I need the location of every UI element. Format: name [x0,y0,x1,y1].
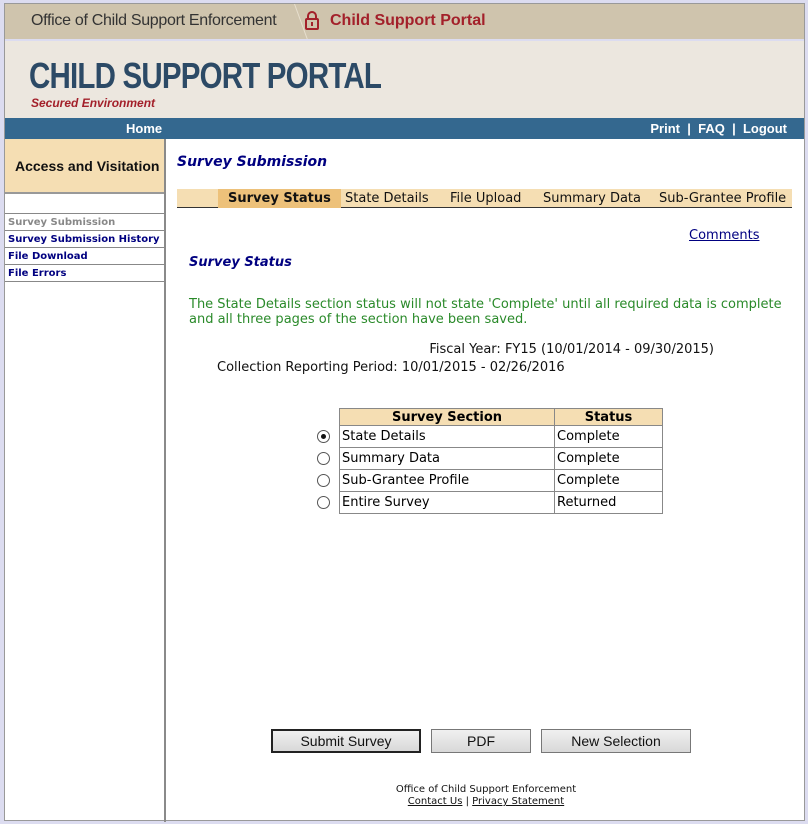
column-header: Survey Section [339,408,555,426]
separator: | [465,796,469,807]
table-row: State Details Complete [339,425,663,448]
sidebar-item-survey-submission[interactable]: Survey Submission [5,213,164,230]
section-radio-group [317,430,330,518]
pdf-button[interactable]: PDF [431,729,531,753]
nav-bar: Home Print | FAQ | Logout [5,118,804,139]
footer: Office of Child Support Enforcement Cont… [176,784,796,808]
section-cell: Summary Data [339,447,555,470]
tab-survey-status[interactable]: Survey Status [218,189,341,208]
radio-entire-survey[interactable] [317,496,330,509]
table-row: Entire Survey Returned [339,491,663,514]
column-header: Status [554,408,663,426]
portal-subtitle: Secured Environment [31,96,156,110]
period-label: Collection Reporting Period: [217,360,398,375]
footer-org: Office of Child Support Enforcement [395,784,577,795]
new-selection-button[interactable]: New Selection [541,729,691,753]
separator: | [732,121,736,136]
table-row: Sub-Grantee Profile Complete [339,469,663,492]
radio-sub-grantee-profile[interactable] [317,474,330,487]
tab-bar: Survey Status State Details File Upload … [177,189,792,208]
radio-summary-data[interactable] [317,452,330,465]
survey-status-table: Survey Section Status State Details Comple… [339,408,663,514]
sidebar-header: Access and Visitation [5,139,164,194]
section-cell: State Details [339,425,555,448]
table-row: Summary Data Complete [339,447,663,470]
status-cell: Complete [554,425,663,448]
sidebar-item-submission-history[interactable]: Survey Submission History [5,230,164,247]
sidebar-item-file-download[interactable]: File Download [5,247,164,264]
browser-page: Office of Child Support Enforcement Chil… [4,3,805,822]
tab-state-details[interactable]: State Details [345,191,429,206]
section-cell: Sub-Grantee Profile [339,469,555,492]
privacy-statement-link[interactable]: Privacy Statement [472,796,565,807]
logout-link[interactable]: Logout [742,121,787,136]
page-title: Survey Submission [177,154,328,170]
comments-link[interactable]: Comments [689,228,760,243]
collection-period: Collection Reporting Period: 10/01/2015 … [217,360,565,375]
faq-link[interactable]: FAQ [698,121,725,136]
contact-us-link[interactable]: Contact Us [407,796,463,807]
portal-link[interactable]: Child Support Portal [330,12,486,29]
sidebar-item-file-errors[interactable]: File Errors [5,264,164,282]
status-cell: Complete [554,469,663,492]
org-link[interactable]: Office of Child Support Enforcement [31,12,277,29]
tab-file-upload[interactable]: File Upload [450,191,522,206]
tab-summary-data[interactable]: Summary Data [543,191,641,206]
section-cell: Entire Survey [339,491,555,514]
status-cell: Complete [554,447,663,470]
submit-survey-button[interactable]: Submit Survey [271,729,421,753]
period-value: 10/01/2015 - 02/26/2016 [401,360,565,375]
banner: CHILD SUPPORT PORTAL Secured Environment [5,39,804,118]
status-cell: Returned [554,491,663,514]
breadcrumb-separator [277,4,308,39]
top-bar: Office of Child Support Enforcement Chil… [5,4,804,39]
home-link[interactable]: Home [126,121,163,136]
lock-icon [305,11,319,30]
portal-logo: CHILD SUPPORT PORTAL [29,55,382,96]
status-message: The State Details section status will no… [189,297,782,327]
fiscal-year-label: Fiscal Year: [429,342,501,357]
fiscal-year-value: FY15 (10/01/2014 - 09/30/2015) [504,342,714,357]
tab-sub-grantee-profile[interactable]: Sub-Grantee Profile [659,191,787,206]
separator: | [687,121,691,136]
section-title: Survey Status [189,255,292,270]
print-link[interactable]: Print [650,121,680,136]
sidebar: Access and Visitation Survey Submission … [5,139,166,822]
radio-state-details[interactable] [317,430,330,443]
fiscal-year: Fiscal Year: FY15 (10/01/2014 - 09/30/20… [429,342,714,357]
